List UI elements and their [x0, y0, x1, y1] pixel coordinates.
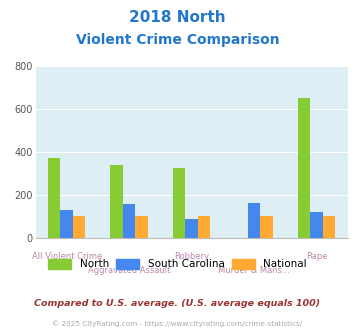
Bar	[248, 203, 261, 238]
Bar	[323, 216, 335, 238]
Bar	[60, 210, 73, 238]
Bar	[123, 204, 136, 238]
Legend: North, South Carolina, National: North, South Carolina, National	[44, 255, 311, 274]
Text: © 2025 CityRating.com - https://www.cityrating.com/crime-statistics/: © 2025 CityRating.com - https://www.city…	[53, 321, 302, 327]
Text: Aggravated Assault: Aggravated Assault	[88, 266, 170, 275]
Text: 2018 North: 2018 North	[129, 10, 226, 25]
Bar	[261, 216, 273, 238]
Bar	[136, 216, 148, 238]
Bar	[73, 216, 86, 238]
Bar	[298, 98, 310, 238]
Bar	[48, 158, 60, 238]
Bar	[110, 165, 123, 238]
Text: All Violent Crime: All Violent Crime	[32, 252, 102, 261]
Bar	[198, 216, 211, 238]
Bar	[310, 212, 323, 238]
Bar	[173, 168, 185, 238]
Text: Compared to U.S. average. (U.S. average equals 100): Compared to U.S. average. (U.S. average …	[34, 299, 321, 308]
Text: Violent Crime Comparison: Violent Crime Comparison	[76, 33, 279, 47]
Bar	[185, 219, 198, 238]
Text: Murder & Mans...: Murder & Mans...	[218, 266, 290, 275]
Text: Robbery: Robbery	[174, 252, 209, 261]
Text: Rape: Rape	[306, 252, 327, 261]
